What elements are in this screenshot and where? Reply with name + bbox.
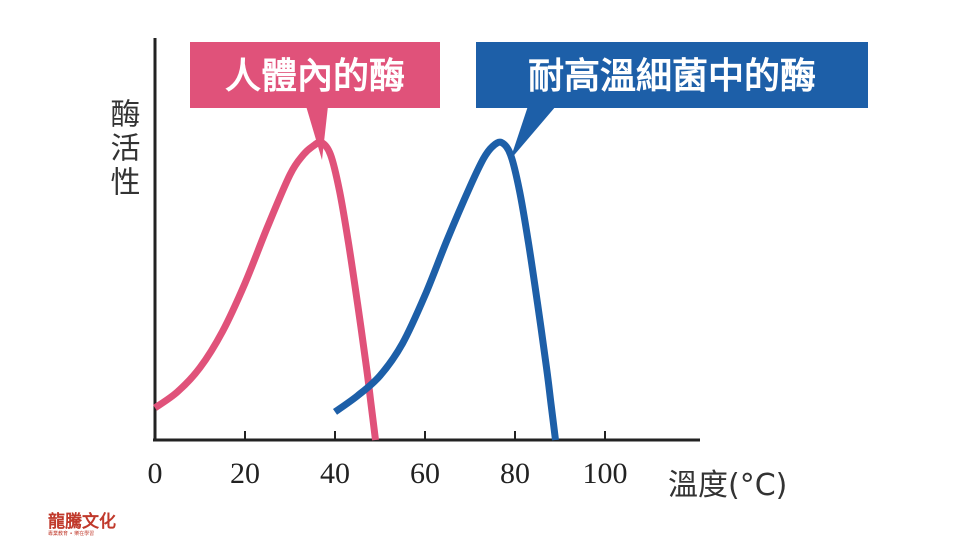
logo-tagline: 專業教育 • 樂在學習: [48, 530, 94, 537]
series-group: [153, 138, 559, 441]
callout-human: 人體內的酶: [190, 42, 440, 160]
x-axis-label: 溫度(°C): [668, 468, 787, 503]
callout-bacteria-pointer: [510, 106, 556, 160]
callout-bacteria-box: [476, 42, 868, 108]
x-tick-label: 80: [500, 457, 530, 490]
x-tick-label: 0: [148, 457, 163, 490]
callout-human-pointer: [306, 106, 328, 160]
logo-name: 龍騰文化: [48, 511, 116, 532]
publisher-logo: 龍騰文化 專業教育 • 樂在學習: [48, 511, 116, 537]
callout-bacteria-text: 耐高溫細菌中的酶: [528, 56, 816, 97]
series-line-bacteria-enzyme: [332, 138, 559, 441]
callout-bacteria: 耐高溫細菌中的酶: [476, 42, 868, 160]
x-ticks: 0 20 40 60 80 100: [148, 431, 628, 490]
series-line-human-enzyme: [153, 138, 379, 441]
x-tick-label: 40: [320, 457, 350, 490]
y-axis-label: 酶活性: [105, 98, 141, 200]
x-tick-label: 20: [230, 457, 260, 490]
callout-human-text: 人體內的酶: [225, 56, 405, 97]
x-tick-label: 100: [583, 457, 628, 490]
callout-human-box: [190, 42, 440, 108]
x-tick-label: 60: [410, 457, 440, 490]
